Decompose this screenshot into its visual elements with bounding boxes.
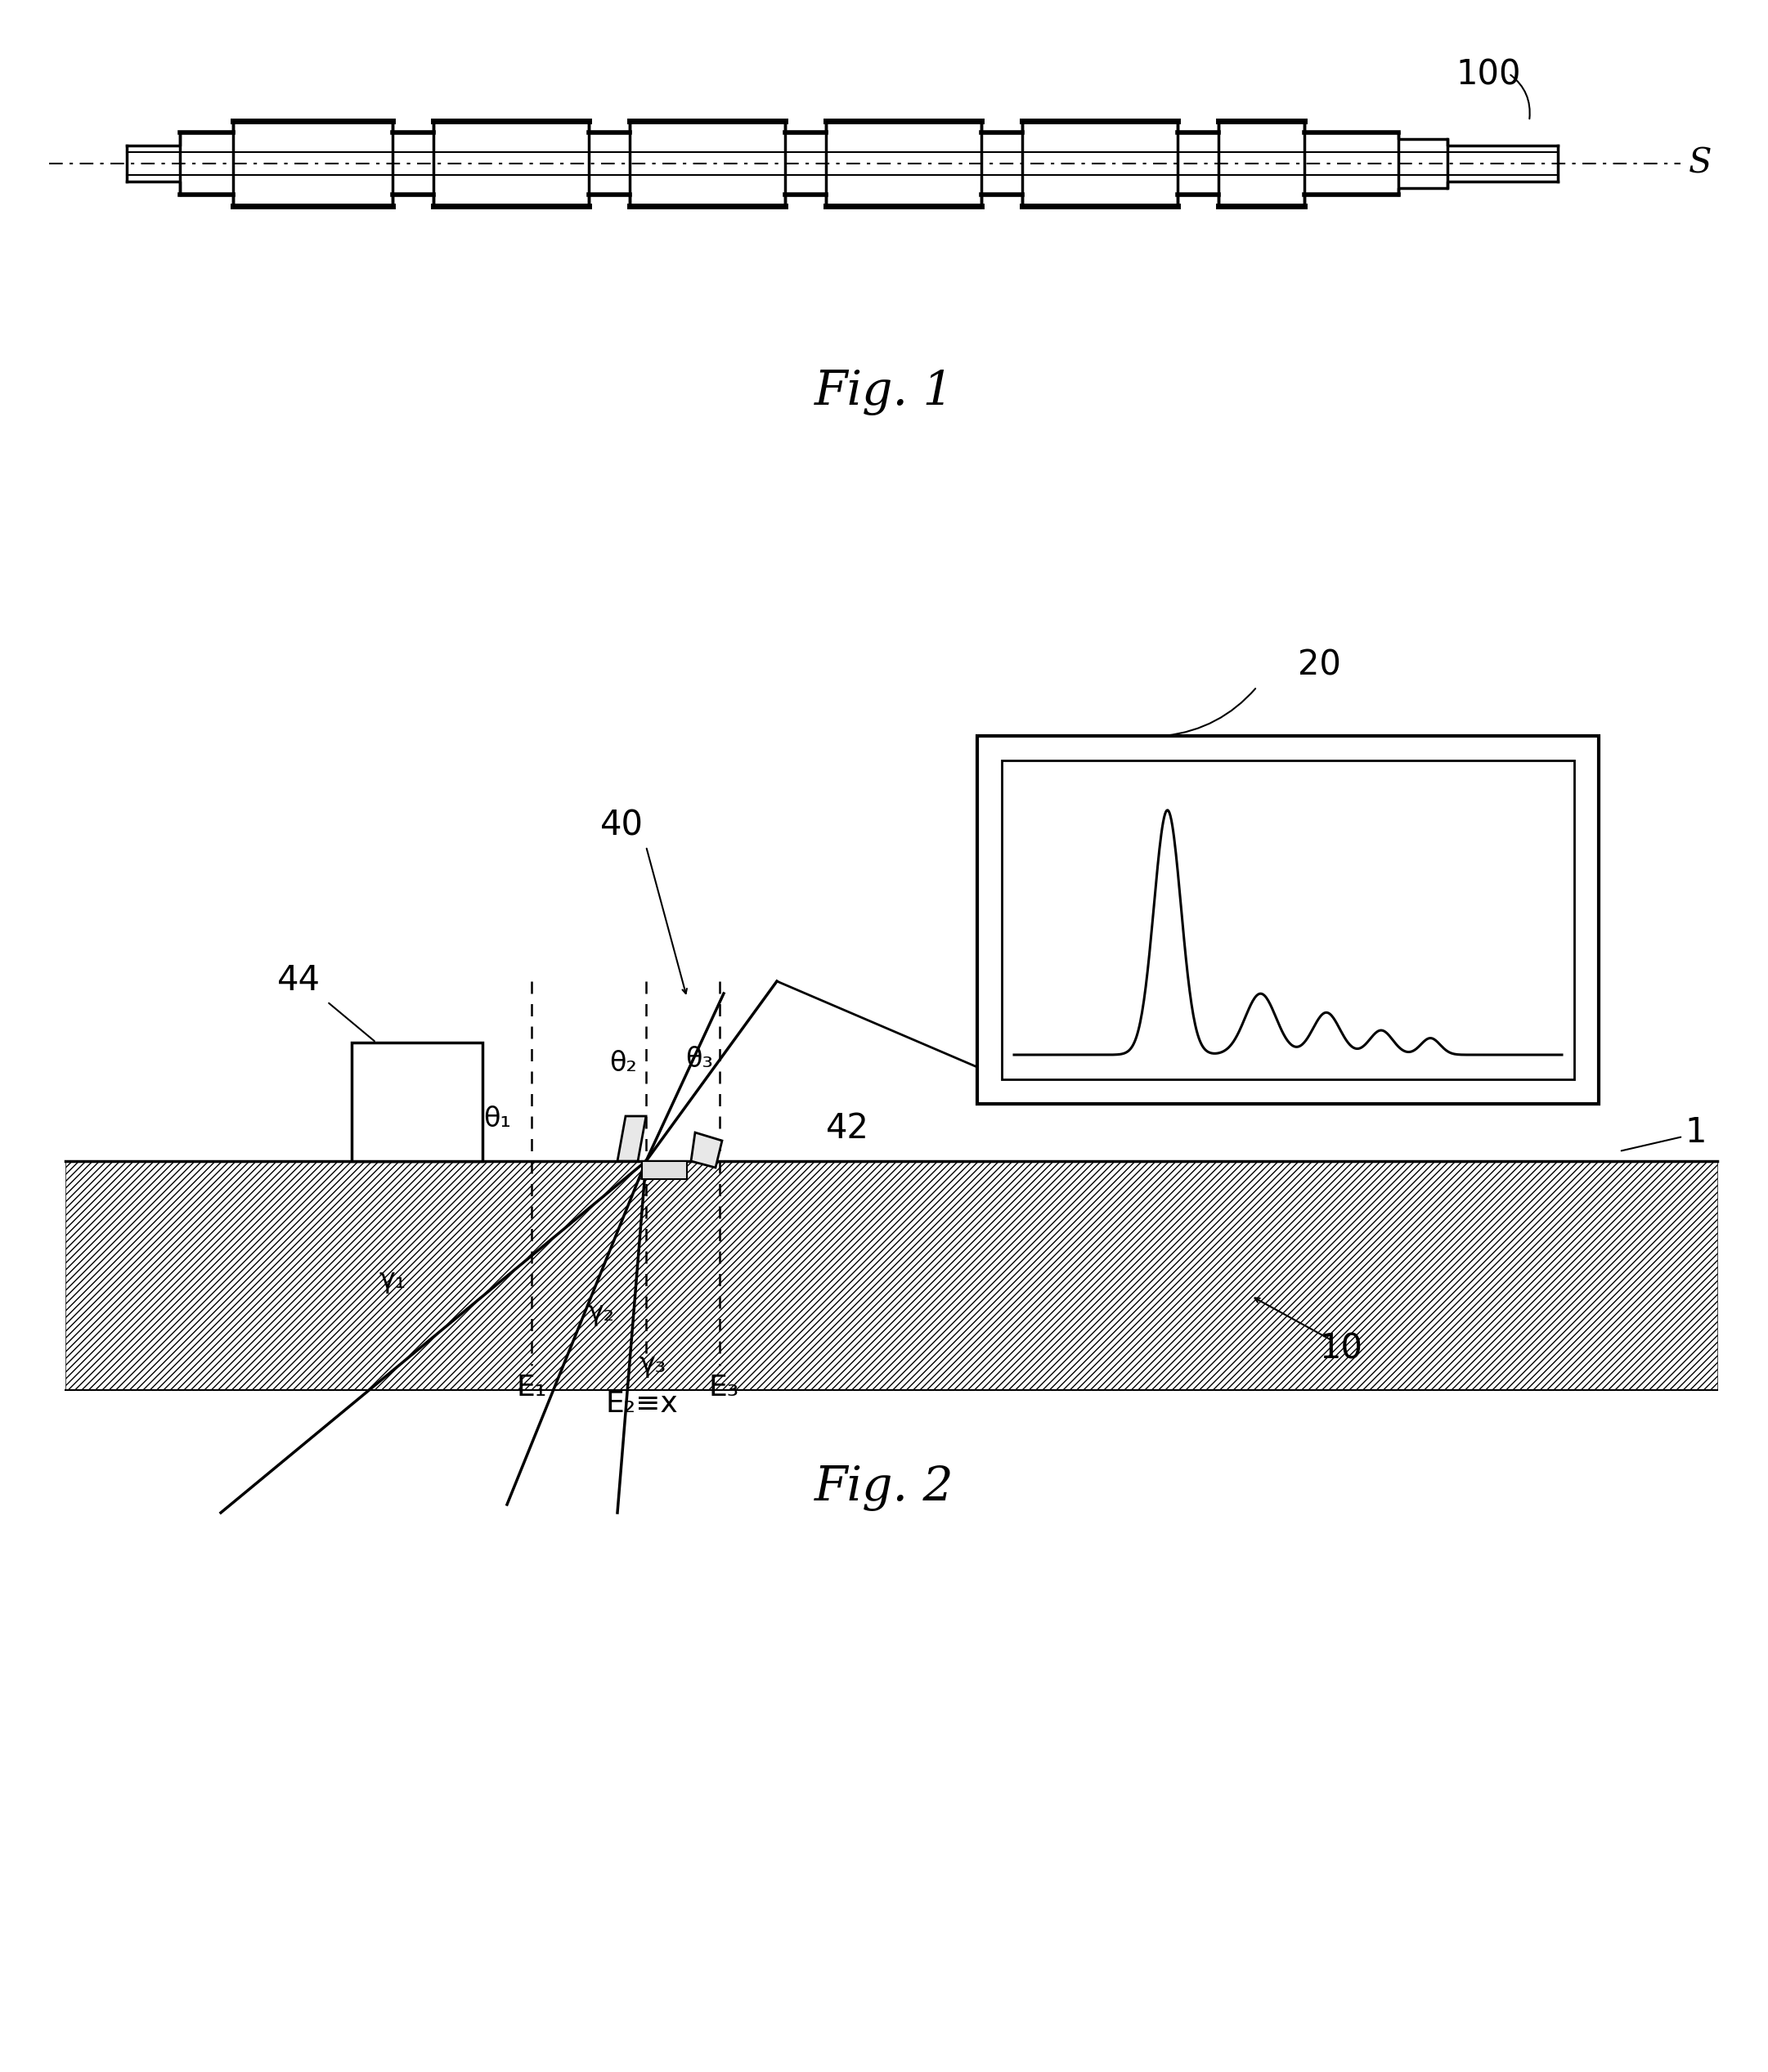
Text: 100: 100 [1455, 58, 1520, 91]
Text: 42: 42 [826, 1111, 870, 1146]
Bar [352, 1042, 483, 1160]
Text: γ₂: γ₂ [587, 1299, 615, 1326]
Text: S: S [1688, 147, 1711, 180]
Text: t: t [1577, 1063, 1589, 1094]
Bar [978, 736, 1598, 1104]
Text: 20: 20 [1298, 649, 1340, 684]
Bar [65, 1160, 1717, 1390]
Text: E₃: E₃ [709, 1374, 739, 1401]
Text: 40: 40 [599, 808, 644, 841]
Text: Fig. 2: Fig. 2 [815, 1465, 953, 1510]
Text: γ₁: γ₁ [378, 1266, 407, 1293]
Text: E₁: E₁ [516, 1374, 546, 1401]
Polygon shape [691, 1133, 721, 1169]
Text: 1: 1 [1685, 1115, 1706, 1150]
Text: A: A [987, 746, 1010, 777]
Text: γ₃: γ₃ [638, 1351, 667, 1378]
Text: θ₁: θ₁ [483, 1106, 511, 1133]
Text: 10: 10 [1319, 1332, 1363, 1365]
Polygon shape [617, 1117, 645, 1160]
Text: Fig. 1: Fig. 1 [815, 369, 953, 416]
Bar [1002, 760, 1574, 1080]
Text: E₂≡x: E₂≡x [606, 1390, 679, 1417]
Text: 44: 44 [278, 963, 320, 997]
Text: θ₃: θ₃ [686, 1046, 713, 1073]
Bar [642, 1160, 688, 1179]
Text: θ₂: θ₂ [610, 1051, 636, 1077]
